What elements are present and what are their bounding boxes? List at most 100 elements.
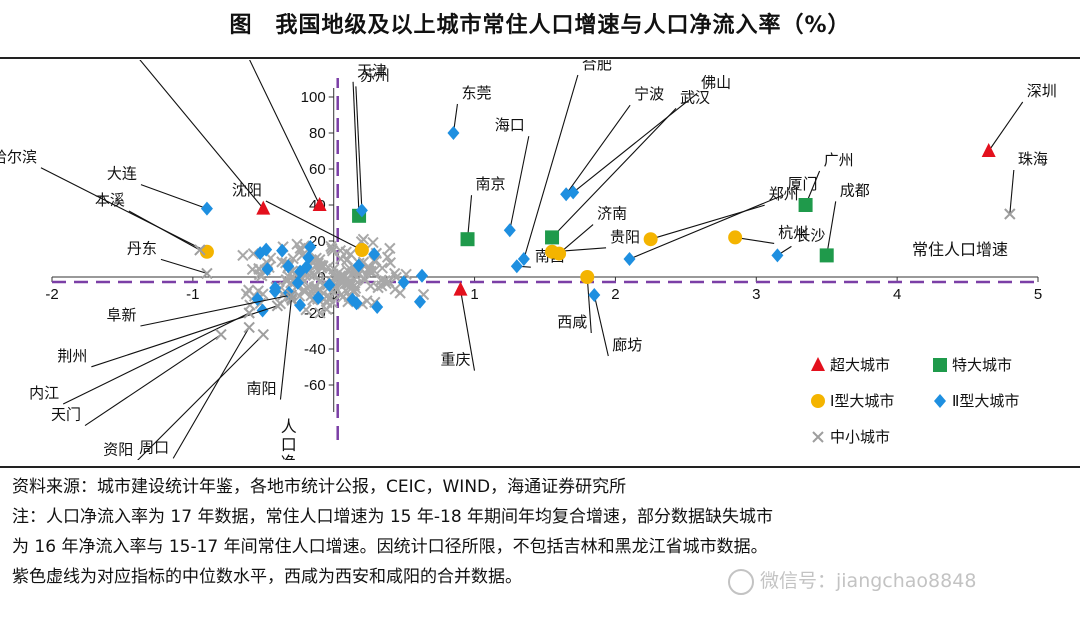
y-tick-label: 100 (301, 89, 326, 106)
city-label: 廊坊 (612, 336, 642, 354)
leader-line (352, 81, 360, 216)
city-label: 东莞 (461, 84, 491, 102)
wechat-icon (728, 568, 754, 595)
city-label: 丹东 (127, 239, 157, 257)
cloud-point (323, 278, 336, 293)
leader-line (137, 334, 264, 460)
data-point (194, 244, 206, 256)
legend-label: Ⅰ型大城市 (830, 392, 894, 410)
legend-marker (934, 394, 946, 408)
cloud-point (367, 236, 379, 249)
leader-line (355, 86, 363, 211)
cloud-point (291, 275, 304, 290)
cloud-point (253, 262, 265, 275)
leader-line (279, 298, 293, 400)
data-point (257, 328, 269, 341)
cloud-point (300, 260, 313, 275)
watermark: 微信号：jiangchao8848 (728, 566, 976, 595)
leader-line (565, 104, 631, 195)
legend-marker (811, 394, 825, 408)
cloud-point (308, 282, 320, 294)
leader-line (988, 101, 1024, 152)
cloud-point (384, 242, 396, 255)
data-point (354, 243, 369, 257)
legend-label: 超大城市 (830, 356, 890, 374)
city-label: 济南 (597, 205, 627, 223)
leader-line (249, 60, 321, 206)
legend-marker (811, 357, 825, 371)
y-axis-title-char: 口 (281, 435, 297, 454)
city-label: 长沙 (795, 226, 825, 244)
leader-line (265, 200, 363, 251)
scatter-chart: -2-1012345-60-40-20020406080100常住人口增速人口净… (0, 60, 1057, 460)
leader-line (826, 201, 837, 256)
y-tick-label: -60 (304, 377, 326, 394)
x-tick-label: 3 (752, 286, 760, 303)
city-label: 佛山 (701, 73, 731, 91)
data-point (798, 198, 813, 212)
leader-line (629, 194, 784, 260)
data-point (588, 288, 601, 302)
legend-label: 特大城市 (952, 356, 1012, 374)
leader-line (139, 60, 264, 209)
cloud-point (346, 292, 359, 307)
leader-line (572, 92, 698, 193)
cloud-point (368, 247, 381, 262)
leader-line (523, 74, 579, 260)
data-point (728, 230, 743, 245)
cloud-point (384, 257, 397, 269)
city-label: 宁波 (634, 85, 664, 103)
cloud-point (415, 268, 428, 283)
city-label: 南阳 (246, 380, 276, 398)
data-point (215, 328, 227, 341)
city-label: 南京 (476, 175, 506, 193)
note-line-1: 注：人口净流入率为 17 年数据，常住人口增速为 15 年-18 年期间年均复合… (12, 507, 774, 527)
cloud-point (307, 269, 320, 282)
y-axis-title-char: 人 (281, 417, 297, 436)
city-label: 西咸 (557, 313, 587, 331)
city-label: 杭州 (778, 223, 808, 241)
city-label: 成都 (840, 181, 870, 199)
data-point (285, 292, 298, 305)
leader-line (459, 289, 476, 371)
data-point (981, 143, 996, 157)
leader-line (160, 258, 208, 274)
data-point (567, 185, 580, 200)
note-line-2: 为 16 年净流入率与 15-17 年间常住人口增速。因统计口径所限，不包括吉林… (12, 537, 768, 557)
leader-line (509, 136, 530, 231)
x-tick-label: -2 (45, 286, 58, 303)
cloud-point (342, 278, 355, 290)
data-point (771, 248, 784, 263)
cloud-point (321, 303, 333, 316)
data-point (200, 201, 213, 216)
cloud-point (261, 262, 274, 277)
note-line-3: 紫色虚线为对应指标的中位数水平，西咸为西安和咸阳的合并数据。 (12, 567, 522, 587)
city-label: 郑州 (769, 185, 799, 203)
leader-line (586, 276, 592, 334)
cloud-point (394, 287, 406, 299)
city-label: 苏州 (360, 66, 390, 84)
cloud-point (276, 243, 289, 258)
y-axis-title-char: 净 (281, 453, 297, 460)
data-point (285, 289, 298, 301)
data-point (1004, 208, 1016, 220)
city-label: 天门 (51, 406, 81, 424)
leader-line (40, 167, 208, 253)
cloud-point (335, 288, 348, 301)
city-label: 合肥 (582, 60, 612, 73)
leader-line (466, 195, 473, 240)
cloud-point (371, 300, 384, 315)
cloud-point (344, 248, 357, 261)
y-tick-label: 80 (309, 125, 326, 142)
x-tick-label: -1 (186, 286, 199, 303)
city-label: 贵阳 (610, 228, 640, 246)
city-label: 广州 (824, 151, 854, 169)
x-tick-label: 5 (1034, 286, 1042, 303)
cloud-point (362, 263, 375, 276)
leader-line (1009, 169, 1015, 215)
city-label: 哈尔滨 (0, 148, 37, 166)
data-point (256, 200, 271, 215)
city-label: 珠海 (1018, 150, 1048, 168)
cloud-point (335, 253, 347, 265)
data-point (312, 197, 327, 211)
